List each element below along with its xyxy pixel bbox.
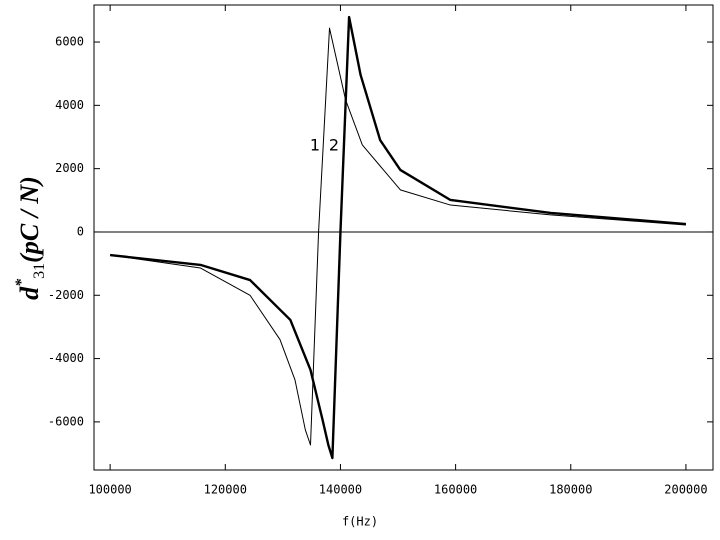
series-line: [110, 27, 686, 446]
y-tick-label: 2000: [55, 161, 84, 175]
series-label: 1: [310, 136, 320, 155]
x-tick-label: 140000: [319, 483, 362, 497]
x-tick-label: 100000: [88, 483, 131, 497]
y-label-sub: 31: [31, 263, 48, 279]
x-tick-label: 180000: [549, 483, 592, 497]
y-tick-label: -6000: [48, 414, 84, 428]
x-axis-label: f(Hz): [342, 515, 378, 529]
series-label: 2: [329, 136, 339, 155]
y-tick-label: -4000: [48, 351, 84, 365]
y-tick-label: 0: [77, 224, 84, 238]
x-tick-label: 200000: [664, 483, 707, 497]
y-axis-label: d*31(pC / N): [13, 176, 48, 300]
y-tick-label: 6000: [55, 35, 84, 49]
y-tick-label: 4000: [55, 98, 84, 112]
y-tick-label: -2000: [48, 288, 84, 302]
x-tick-label: 160000: [434, 483, 477, 497]
y-label-sup: *: [13, 278, 30, 287]
y-label-symbol: d: [15, 286, 44, 300]
x-tick-label: 120000: [204, 483, 247, 497]
series-line: [109, 15, 687, 460]
y-label-text: d*31(pC / N): [13, 176, 48, 300]
y-label-unit: (pC / N): [15, 176, 44, 263]
plot-frame: [93, 4, 714, 471]
